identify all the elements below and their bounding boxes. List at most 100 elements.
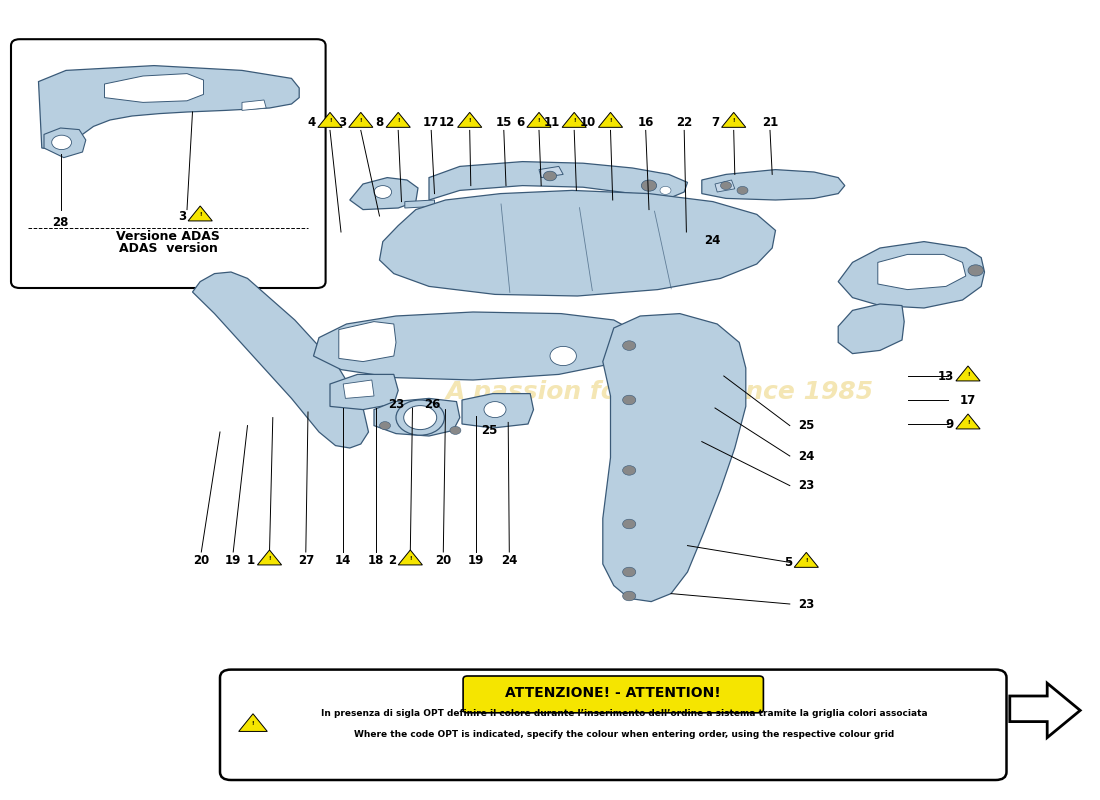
Polygon shape xyxy=(838,304,904,354)
Polygon shape xyxy=(339,322,396,362)
Text: 26: 26 xyxy=(425,398,440,410)
Polygon shape xyxy=(462,394,534,428)
Polygon shape xyxy=(527,112,551,127)
Text: !: ! xyxy=(252,722,254,726)
Text: !: ! xyxy=(397,118,399,123)
Text: ATTENZIONE! - ATTENTION!: ATTENZIONE! - ATTENTION! xyxy=(505,686,722,700)
Circle shape xyxy=(641,180,657,191)
Text: 23: 23 xyxy=(799,598,814,610)
Text: 3: 3 xyxy=(178,210,186,222)
Text: Where the code OPT is indicated, specify the colour when entering order, using t: Where the code OPT is indicated, specify… xyxy=(354,730,894,739)
Text: A passion for parts since 1985: A passion for parts since 1985 xyxy=(446,380,874,404)
Circle shape xyxy=(374,186,392,198)
Text: 17: 17 xyxy=(960,394,976,406)
Text: 3: 3 xyxy=(339,116,346,129)
Text: 23: 23 xyxy=(799,479,814,492)
Text: 15: 15 xyxy=(496,116,512,129)
Circle shape xyxy=(52,135,72,150)
Text: 23: 23 xyxy=(388,398,404,410)
Polygon shape xyxy=(242,100,266,110)
Text: !: ! xyxy=(805,558,807,563)
Text: !: ! xyxy=(967,420,969,425)
Text: 24: 24 xyxy=(705,234,720,246)
Text: europ: europ xyxy=(496,279,824,377)
Text: 20: 20 xyxy=(436,554,451,566)
Text: ADAS  version: ADAS version xyxy=(119,242,218,254)
Polygon shape xyxy=(350,178,418,210)
Text: 24: 24 xyxy=(502,554,517,566)
Polygon shape xyxy=(878,254,966,290)
Text: !: ! xyxy=(538,118,540,123)
Polygon shape xyxy=(192,272,368,448)
Circle shape xyxy=(450,426,461,434)
Circle shape xyxy=(623,519,636,529)
Polygon shape xyxy=(956,414,980,429)
Polygon shape xyxy=(539,166,563,178)
Text: 19: 19 xyxy=(226,554,241,566)
Polygon shape xyxy=(104,74,204,102)
Text: !: ! xyxy=(469,118,471,123)
Circle shape xyxy=(543,171,557,181)
Text: 11: 11 xyxy=(543,116,560,129)
Polygon shape xyxy=(318,112,342,127)
Circle shape xyxy=(484,402,506,418)
Polygon shape xyxy=(429,162,688,200)
Text: 27: 27 xyxy=(298,554,314,566)
FancyBboxPatch shape xyxy=(463,676,763,713)
Polygon shape xyxy=(838,242,984,308)
Text: 5: 5 xyxy=(783,556,792,569)
Text: 28: 28 xyxy=(53,216,68,229)
Circle shape xyxy=(379,422,390,430)
Polygon shape xyxy=(239,714,267,731)
Text: 21: 21 xyxy=(762,116,778,129)
Polygon shape xyxy=(956,366,980,381)
Polygon shape xyxy=(562,112,586,127)
Text: 17: 17 xyxy=(424,116,439,129)
Text: Versione ADAS: Versione ADAS xyxy=(117,230,220,242)
Polygon shape xyxy=(458,112,482,127)
Polygon shape xyxy=(398,550,422,565)
Text: 10: 10 xyxy=(580,116,596,129)
Circle shape xyxy=(623,341,636,350)
Text: 12: 12 xyxy=(439,116,455,129)
Circle shape xyxy=(737,186,748,194)
Text: In presenza di sigla OPT definire il colore durante l’inserimento dell’ordine a : In presenza di sigla OPT definire il col… xyxy=(321,709,927,718)
Text: 7: 7 xyxy=(712,116,719,129)
Text: !: ! xyxy=(199,212,201,217)
Polygon shape xyxy=(39,66,299,150)
Polygon shape xyxy=(405,200,435,208)
Circle shape xyxy=(404,406,437,430)
Text: !: ! xyxy=(733,118,735,123)
Circle shape xyxy=(550,346,576,366)
Circle shape xyxy=(623,395,636,405)
Text: !: ! xyxy=(609,118,612,123)
Text: !: ! xyxy=(268,556,271,561)
Polygon shape xyxy=(386,112,410,127)
Text: !: ! xyxy=(573,118,575,123)
Polygon shape xyxy=(379,190,776,296)
Text: 2: 2 xyxy=(388,554,396,566)
Circle shape xyxy=(396,400,444,435)
Polygon shape xyxy=(314,312,636,380)
FancyBboxPatch shape xyxy=(220,670,1007,780)
Polygon shape xyxy=(715,180,735,192)
Polygon shape xyxy=(44,128,86,158)
Text: 13: 13 xyxy=(937,370,954,382)
Circle shape xyxy=(623,466,636,475)
Text: !: ! xyxy=(329,118,331,123)
Text: 18: 18 xyxy=(368,554,384,566)
Circle shape xyxy=(660,186,671,194)
Text: 9: 9 xyxy=(946,418,954,430)
Polygon shape xyxy=(330,374,398,410)
Polygon shape xyxy=(722,112,746,127)
FancyBboxPatch shape xyxy=(11,39,326,288)
Text: 16: 16 xyxy=(638,116,653,129)
Polygon shape xyxy=(343,380,374,398)
Text: 20: 20 xyxy=(194,554,209,566)
Text: !: ! xyxy=(967,372,969,377)
Circle shape xyxy=(720,182,732,190)
Polygon shape xyxy=(188,206,212,221)
Text: 19: 19 xyxy=(469,554,484,566)
Text: 4: 4 xyxy=(307,116,316,129)
Text: 25: 25 xyxy=(482,424,497,437)
